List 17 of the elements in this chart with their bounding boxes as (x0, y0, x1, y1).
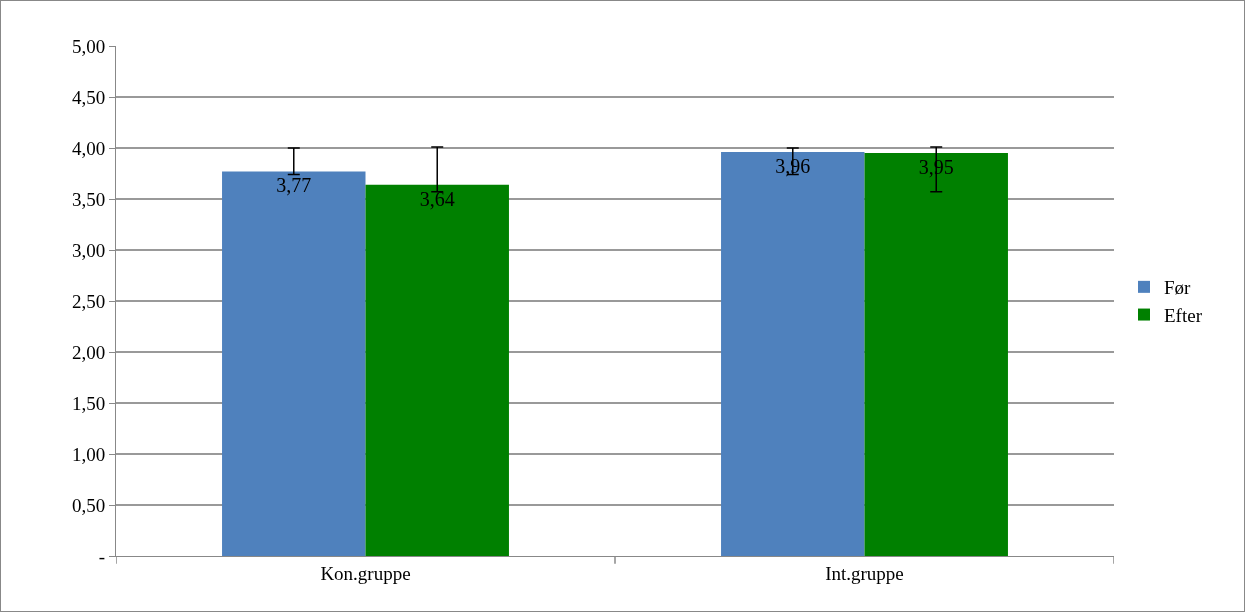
y-tick-label: 2,00 (71, 341, 106, 363)
y-tick-label: 1,00 (71, 443, 106, 465)
y-tick-label: 2,50 (71, 290, 106, 312)
y-tick-label: 3,50 (71, 188, 106, 210)
legend-label: Før (1163, 277, 1192, 299)
legend-label: Efter (1163, 304, 1203, 326)
x-tick-label: Kon.gruppe (320, 562, 411, 584)
y-tick-label: 4,50 (71, 86, 106, 108)
y-tick-label: - (98, 545, 106, 567)
y-tick-label: 1,50 (71, 392, 106, 414)
y-tick-label: 3,00 (71, 239, 106, 261)
y-tick-label: 4,00 (71, 137, 106, 159)
data-label: 3,77 (276, 174, 312, 197)
x-tick-label: Int.gruppe (825, 562, 904, 584)
y-tick-label: 0,50 (71, 494, 106, 516)
data-label: 3,64 (419, 187, 455, 210)
y-tick-label: 5,00 (71, 35, 106, 57)
